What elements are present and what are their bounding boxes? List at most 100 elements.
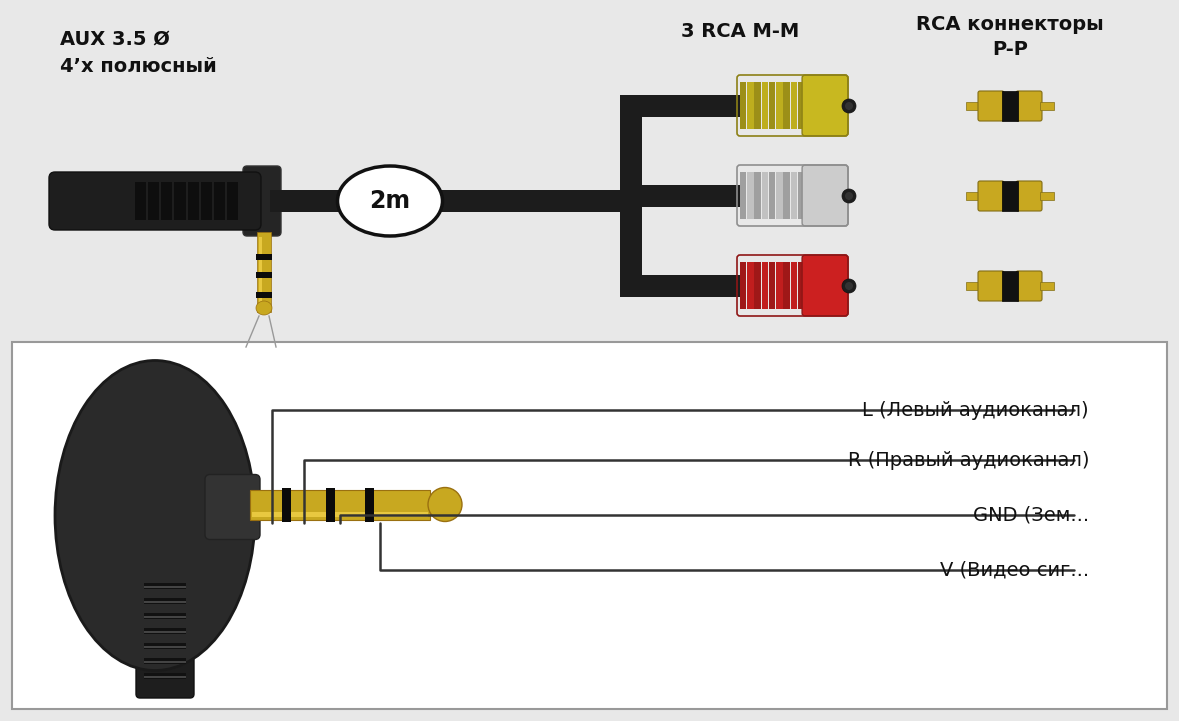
FancyBboxPatch shape	[979, 91, 1005, 121]
Bar	[144, 676, 186, 678]
Bar	[187, 182, 198, 220]
Text: GND (Зем...: GND (Зем...	[973, 505, 1089, 524]
Bar	[174, 182, 185, 220]
Bar	[144, 616, 186, 618]
Bar	[755, 82, 760, 129]
Bar	[762, 172, 769, 219]
Bar	[162, 182, 172, 220]
Bar	[144, 661, 186, 663]
Bar	[783, 262, 790, 309]
Bar	[250, 490, 430, 520]
Bar	[798, 172, 804, 219]
Bar	[1002, 91, 1017, 121]
Bar	[12, 342, 1167, 709]
Bar	[226, 182, 238, 220]
Bar	[144, 586, 186, 588]
FancyBboxPatch shape	[979, 181, 1005, 211]
Bar	[747, 172, 753, 219]
Bar	[776, 172, 783, 219]
FancyBboxPatch shape	[243, 166, 281, 236]
Bar	[256, 291, 272, 298]
Bar	[144, 643, 186, 649]
Bar	[270, 190, 620, 212]
Bar	[966, 192, 980, 200]
Bar	[144, 598, 186, 604]
FancyBboxPatch shape	[136, 591, 195, 698]
Text: 3 RCA M-M: 3 RCA M-M	[681, 22, 799, 41]
Bar	[798, 82, 804, 129]
Bar	[783, 172, 790, 219]
Bar	[144, 613, 186, 619]
FancyBboxPatch shape	[979, 271, 1005, 301]
Ellipse shape	[256, 301, 272, 315]
Bar	[325, 487, 335, 521]
Bar	[144, 646, 186, 648]
Bar	[0, 0, 1179, 330]
Ellipse shape	[842, 189, 856, 203]
Text: RCA коннекторы
P-P: RCA коннекторы P-P	[916, 15, 1104, 59]
Bar	[776, 82, 783, 129]
Bar	[776, 262, 783, 309]
Bar	[798, 262, 804, 309]
Bar	[783, 82, 790, 129]
Bar	[144, 583, 186, 589]
FancyBboxPatch shape	[802, 75, 848, 136]
Bar	[620, 185, 740, 207]
Bar	[762, 262, 769, 309]
Bar	[1040, 282, 1054, 290]
Ellipse shape	[845, 282, 852, 290]
Text: L (Левый аудиоканал): L (Левый аудиоканал)	[862, 400, 1089, 420]
FancyBboxPatch shape	[50, 172, 261, 230]
Text: 2m: 2m	[369, 189, 410, 213]
Bar	[257, 232, 271, 312]
Ellipse shape	[55, 360, 255, 671]
Bar	[213, 182, 225, 220]
Bar	[200, 182, 212, 220]
Bar	[1002, 181, 1017, 211]
Bar	[966, 282, 980, 290]
Text: AUX 3.5 Ø
4’x полюсный: AUX 3.5 Ø 4’x полюсный	[60, 30, 217, 76]
Bar	[740, 82, 746, 129]
Bar	[144, 673, 186, 679]
Bar	[791, 172, 797, 219]
Ellipse shape	[337, 166, 442, 236]
Bar	[149, 182, 159, 220]
Bar	[283, 487, 291, 521]
Bar	[144, 658, 186, 664]
Bar	[365, 487, 374, 521]
Bar	[740, 172, 746, 219]
FancyBboxPatch shape	[1016, 271, 1042, 301]
FancyBboxPatch shape	[1016, 91, 1042, 121]
FancyBboxPatch shape	[205, 474, 261, 539]
Bar	[144, 631, 186, 633]
Bar	[1040, 192, 1054, 200]
Bar	[755, 262, 760, 309]
Text: R (Правый аудиоканал): R (Правый аудиоканал)	[848, 451, 1089, 469]
Bar	[620, 95, 740, 117]
Bar	[769, 262, 776, 309]
Bar	[769, 172, 776, 219]
Bar	[144, 628, 186, 634]
Bar	[620, 106, 643, 286]
Bar	[256, 273, 272, 278]
Bar	[740, 262, 746, 309]
Bar	[1040, 102, 1054, 110]
Bar	[252, 511, 428, 516]
Bar	[256, 254, 272, 260]
Bar	[755, 172, 760, 219]
Bar	[259, 237, 262, 307]
Bar	[1002, 271, 1017, 301]
Bar	[769, 82, 776, 129]
Ellipse shape	[845, 102, 852, 110]
FancyBboxPatch shape	[802, 255, 848, 316]
Bar	[791, 262, 797, 309]
Bar	[144, 601, 186, 603]
Bar	[762, 82, 769, 129]
Bar	[791, 82, 797, 129]
Bar	[620, 275, 740, 297]
Bar	[136, 182, 146, 220]
Ellipse shape	[842, 99, 856, 113]
Ellipse shape	[842, 279, 856, 293]
Bar	[747, 82, 753, 129]
Text: V (Видео сиг...: V (Видео сиг...	[940, 560, 1089, 580]
